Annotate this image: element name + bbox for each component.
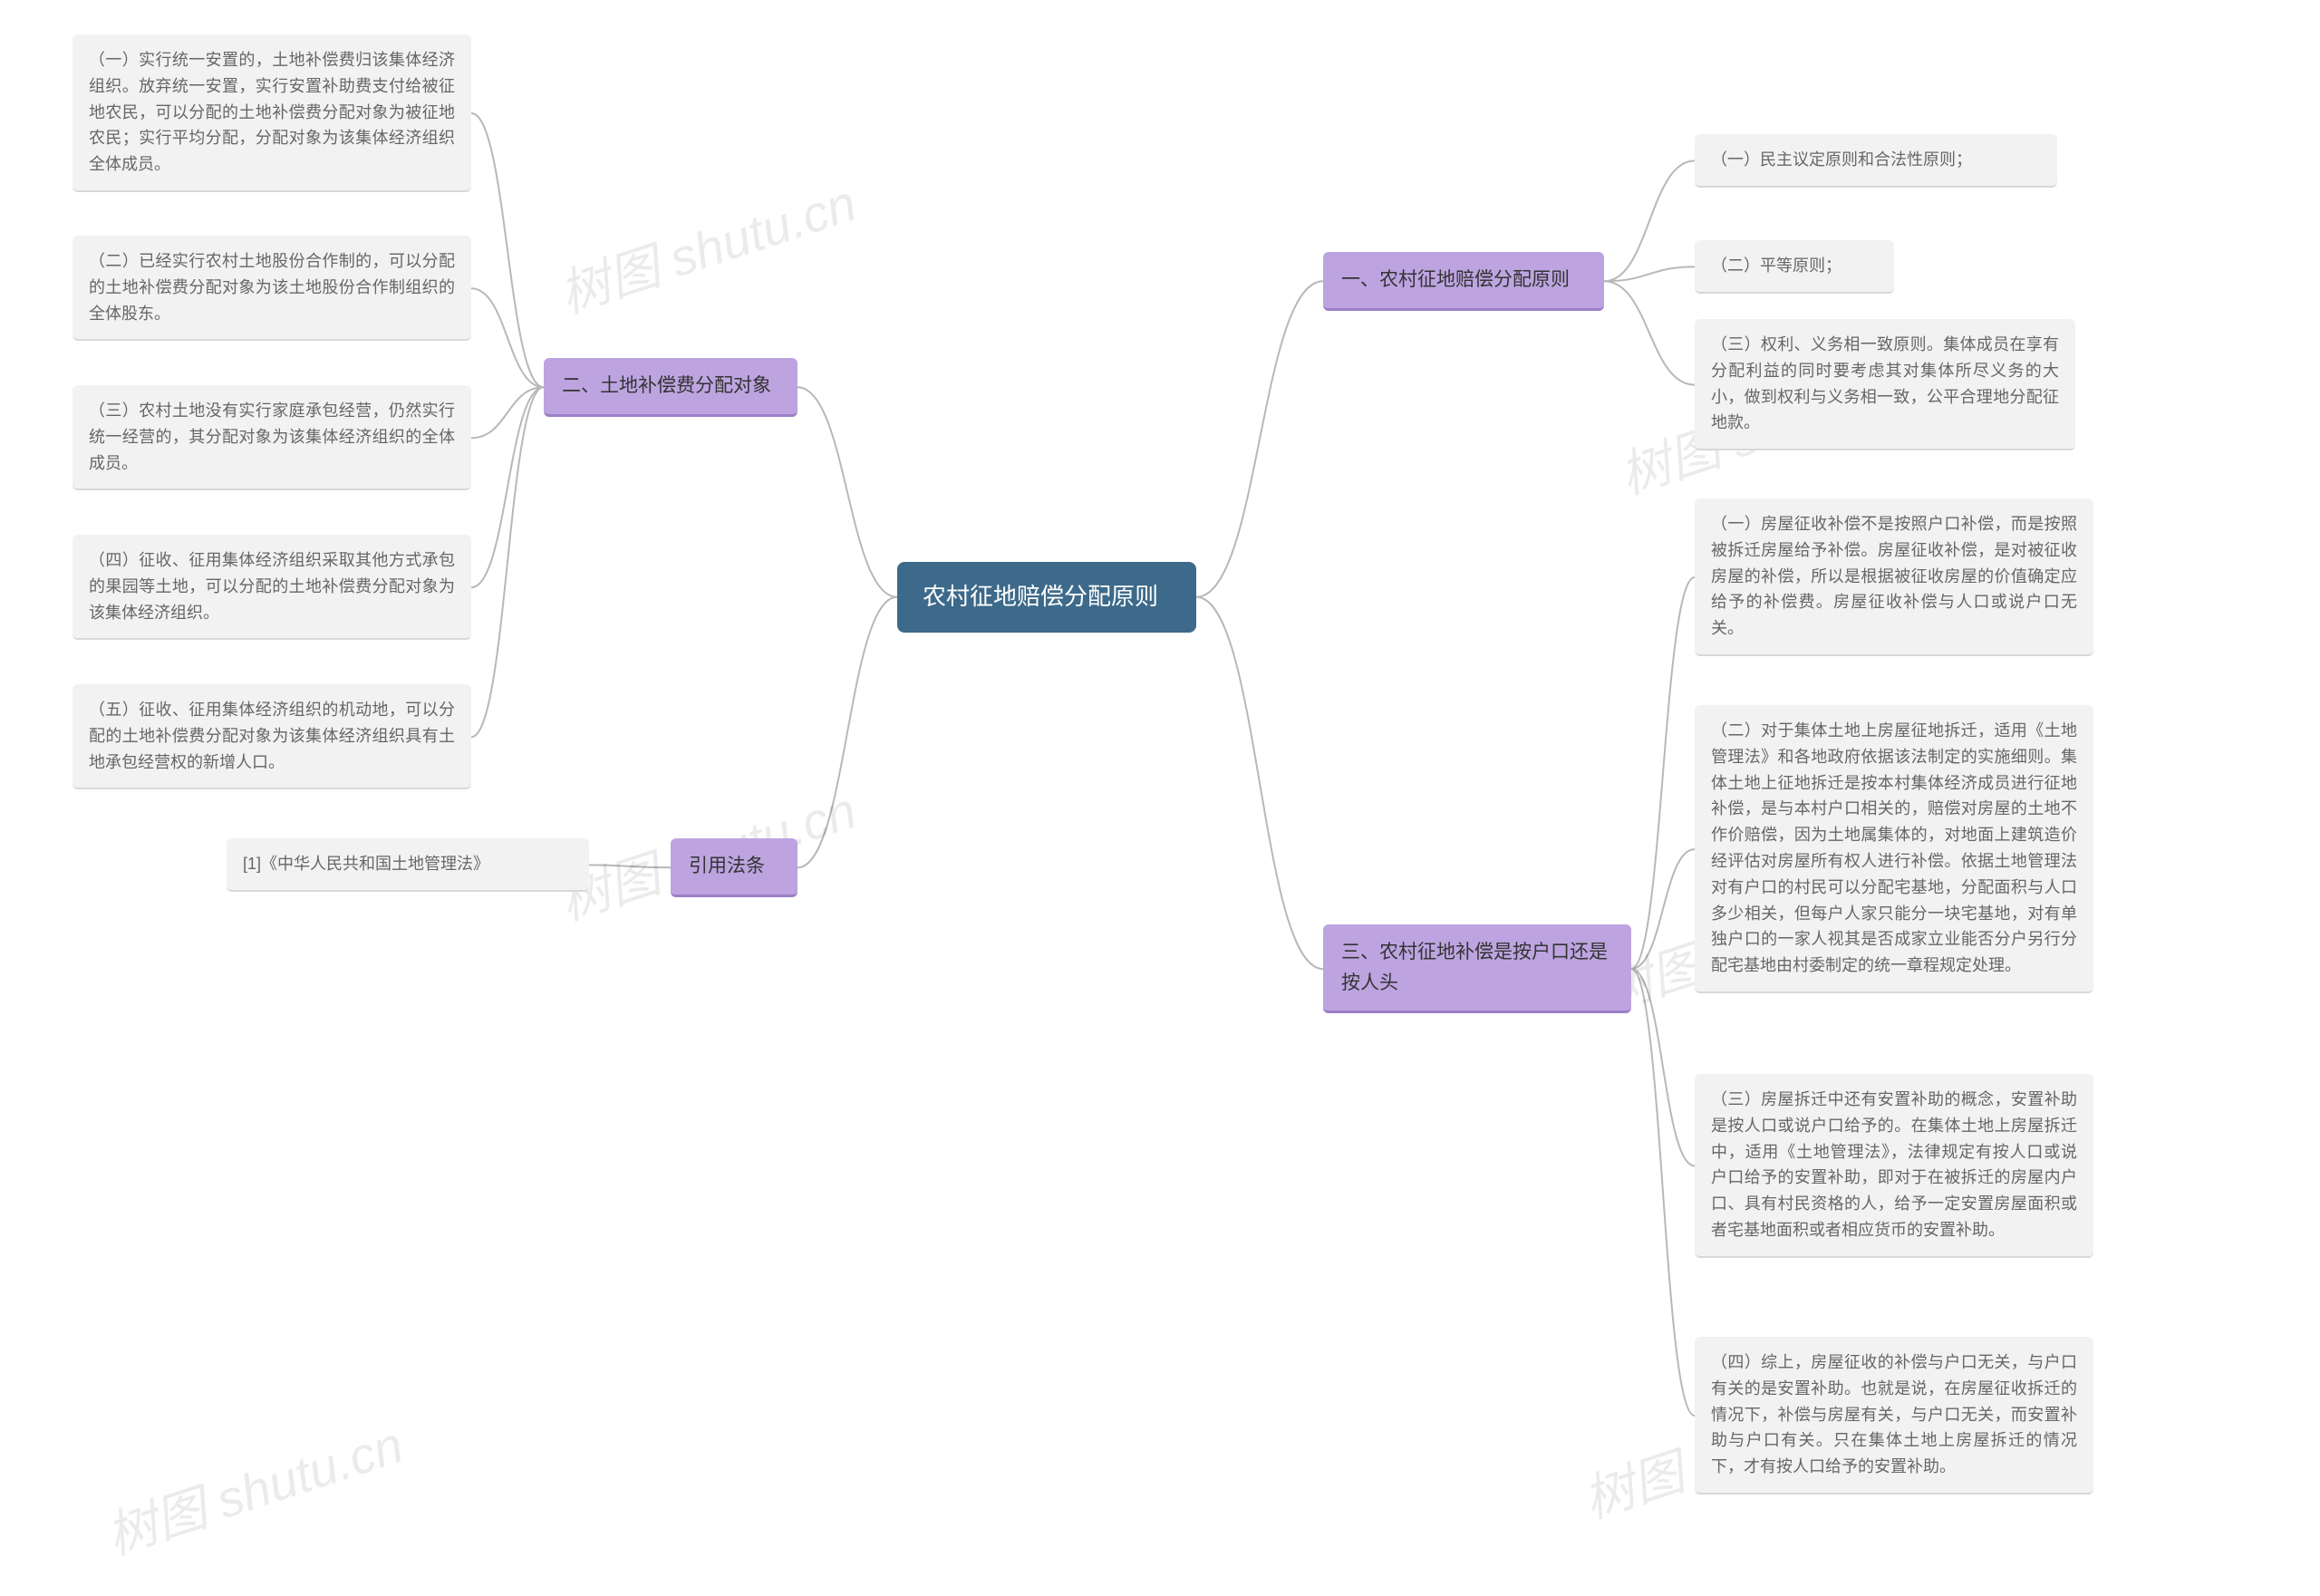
center-node: 农村征地赔偿分配原则 — [897, 562, 1196, 633]
leaf-text: （二）已经实行农村土地股份合作制的，可以分配的土地补偿费分配对象为该土地股份合作… — [89, 252, 455, 323]
leaf-node: （三）权利、义务相一致原则。集体成员在享有分配利益的同时要考虑其对集体所尽义务的… — [1695, 319, 2075, 450]
branch-label: 一、农村征地赔偿分配原则 — [1341, 269, 1570, 290]
leaf-node: （二）对于集体土地上房屋征地拆迁，适用《土地管理法》和各地政府依据该法制定的实施… — [1695, 705, 2093, 993]
leaf-node: （一）民主议定原则和合法性原则； — [1695, 134, 2057, 188]
leaf-node: （三）房屋拆迁中还有安置补助的概念，安置补助是按人口或说户口给予的。在集体土地上… — [1695, 1074, 2093, 1258]
leaf-text: （一）实行统一安置的，土地补偿费归该集体经济组织。放弃统一安置，实行安置补助费支… — [89, 51, 455, 173]
leaf-text: （一）房屋征收补偿不是按照户口补偿，而是按照被拆迁房屋给予补偿。房屋征收补偿，是… — [1711, 515, 2077, 637]
leaf-text: [1]《中华人民共和国土地管理法》 — [243, 855, 489, 873]
leaf-node: （二）平等原则； — [1695, 240, 1894, 294]
leaf-node: （一）实行统一安置的，土地补偿费归该集体经济组织。放弃统一安置，实行安置补助费支… — [72, 34, 471, 192]
leaf-text: （三）农村土地没有实行家庭承包经营，仍然实行统一经营的，其分配对象为该集体经济组… — [89, 401, 455, 472]
leaf-text: （四）综上，房屋征收的补偿与户口无关，与户口有关的是安置补助。也就是说，在房屋征… — [1711, 1353, 2077, 1475]
branch-label: 三、农村征地补偿是按户口还是按人头 — [1341, 942, 1608, 993]
leaf-node: （五）征收、征用集体经济组织的机动地，可以分配的土地补偿费分配对象为该集体经济组… — [72, 684, 471, 789]
leaf-node: （四）征收、征用集体经济组织采取其他方式承包的果园等土地，可以分配的土地补偿费分… — [72, 535, 471, 640]
watermark: 树图 shutu.cn — [549, 163, 865, 328]
branch-node-2: 二、土地补偿费分配对象 — [544, 358, 798, 417]
leaf-text: （二）对于集体土地上房屋征地拆迁，适用《土地管理法》和各地政府依据该法制定的实施… — [1711, 721, 2077, 974]
leaf-node: （二）已经实行农村土地股份合作制的，可以分配的土地补偿费分配对象为该土地股份合作… — [72, 236, 471, 341]
branch-label: 二、土地补偿费分配对象 — [562, 375, 771, 396]
branch-node-1: 一、农村征地赔偿分配原则 — [1323, 252, 1604, 311]
leaf-node: （一）房屋征收补偿不是按照户口补偿，而是按照被拆迁房屋给予补偿。房屋征收补偿，是… — [1695, 498, 2093, 656]
branch-node-4: 引用法条 — [671, 838, 798, 897]
leaf-text: （二）平等原则； — [1711, 256, 1842, 275]
leaf-node: [1]《中华人民共和国土地管理法》 — [227, 838, 589, 892]
branch-node-3: 三、农村征地补偿是按户口还是按人头 — [1323, 924, 1631, 1013]
center-label: 农村征地赔偿分配原则 — [923, 583, 1158, 610]
leaf-text: （三）权利、义务相一致原则。集体成员在享有分配利益的同时要考虑其对集体所尽义务的… — [1711, 335, 2059, 431]
branch-label: 引用法条 — [689, 856, 765, 876]
leaf-node: （四）综上，房屋征收的补偿与户口无关，与户口有关的是安置补助。也就是说，在房屋征… — [1695, 1337, 2093, 1494]
leaf-text: （四）征收、征用集体经济组织采取其他方式承包的果园等土地，可以分配的土地补偿费分… — [89, 551, 455, 622]
watermark: 树图 shutu.cn — [96, 1405, 411, 1570]
leaf-text: （五）征收、征用集体经济组织的机动地，可以分配的土地补偿费分配对象为该集体经济组… — [89, 701, 455, 771]
leaf-text: （三）房屋拆迁中还有安置补助的概念，安置补助是按人口或说户口给予的。在集体土地上… — [1711, 1090, 2077, 1239]
leaf-text: （一）民主议定原则和合法性原则； — [1711, 150, 1972, 169]
leaf-node: （三）农村土地没有实行家庭承包经营，仍然实行统一经营的，其分配对象为该集体经济组… — [72, 385, 471, 490]
